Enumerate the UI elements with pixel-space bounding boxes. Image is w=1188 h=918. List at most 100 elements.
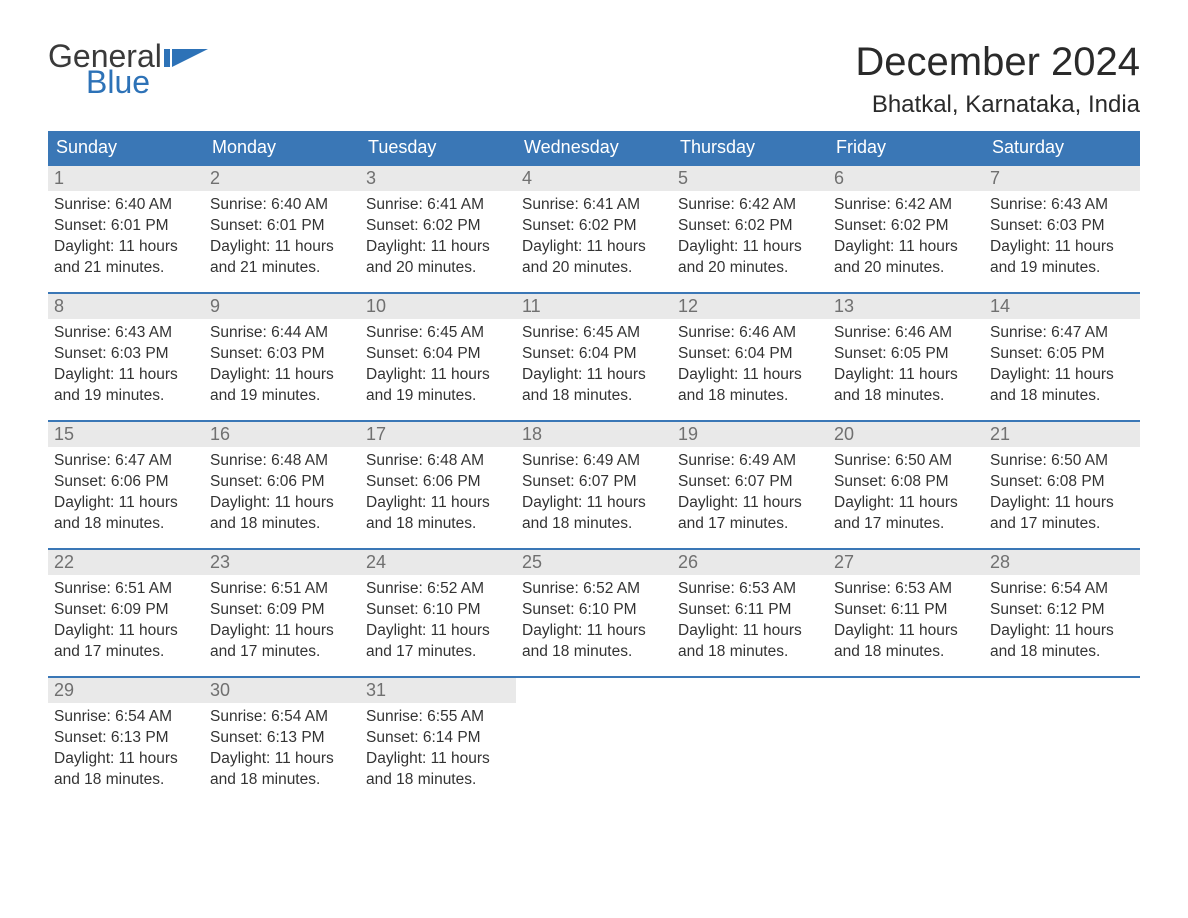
day-detail-line: Sunrise: 6:42 AM [678,195,822,216]
day-details: Sunrise: 6:55 AMSunset: 6:14 PMDaylight:… [360,703,516,801]
day-detail-line: Sunrise: 6:44 AM [210,323,354,344]
day-detail-line: Sunrise: 6:51 AM [54,579,198,600]
day-detail-line: Sunset: 6:13 PM [210,728,354,749]
weekday-header: Tuesday [360,131,516,165]
day-detail-line: Sunrise: 6:49 AM [522,451,666,472]
day-detail-line: and 18 minutes. [210,770,354,791]
day-detail-line: Sunrise: 6:48 AM [210,451,354,472]
day-number: 27 [828,550,984,575]
day-cell: 17Sunrise: 6:48 AMSunset: 6:06 PMDayligh… [360,421,516,549]
day-detail-line: Daylight: 11 hours [366,365,510,386]
day-detail-line: Daylight: 11 hours [522,493,666,514]
day-details: Sunrise: 6:45 AMSunset: 6:04 PMDaylight:… [360,319,516,417]
weekday-header: Wednesday [516,131,672,165]
day-detail-line: Sunrise: 6:43 AM [54,323,198,344]
day-detail-line: Daylight: 11 hours [834,621,978,642]
day-detail-line: Daylight: 11 hours [54,621,198,642]
day-number: 25 [516,550,672,575]
day-detail-line: Sunrise: 6:49 AM [678,451,822,472]
day-detail-line: Sunset: 6:02 PM [366,216,510,237]
calendar-table: SundayMondayTuesdayWednesdayThursdayFrid… [48,131,1140,805]
day-detail-line: and 20 minutes. [834,258,978,279]
day-number: 28 [984,550,1140,575]
day-details: Sunrise: 6:43 AMSunset: 6:03 PMDaylight:… [984,191,1140,289]
day-detail-line: and 19 minutes. [990,258,1134,279]
day-cell: 28Sunrise: 6:54 AMSunset: 6:12 PMDayligh… [984,549,1140,677]
day-detail-line: Sunset: 6:11 PM [678,600,822,621]
day-detail-line: and 17 minutes. [990,514,1134,535]
day-detail-line: Daylight: 11 hours [210,237,354,258]
day-detail-line: Sunset: 6:02 PM [834,216,978,237]
day-detail-line: Sunset: 6:04 PM [366,344,510,365]
day-detail-line: Sunset: 6:01 PM [54,216,198,237]
day-details: Sunrise: 6:54 AMSunset: 6:13 PMDaylight:… [48,703,204,801]
day-detail-line: Sunset: 6:11 PM [834,600,978,621]
day-detail-line: Sunrise: 6:53 AM [834,579,978,600]
day-cell: 29Sunrise: 6:54 AMSunset: 6:13 PMDayligh… [48,677,204,805]
day-number: 9 [204,294,360,319]
day-detail-line: and 18 minutes. [210,514,354,535]
day-detail-line: and 18 minutes. [366,770,510,791]
header: General Blue December 2024 Bhatkal, Karn… [48,40,1140,119]
day-detail-line: Daylight: 11 hours [522,621,666,642]
day-detail-line: Daylight: 11 hours [366,621,510,642]
weekday-header: Friday [828,131,984,165]
day-details: Sunrise: 6:50 AMSunset: 6:08 PMDaylight:… [828,447,984,545]
day-detail-line: and 18 minutes. [522,514,666,535]
day-detail-line: Sunset: 6:06 PM [210,472,354,493]
day-details: Sunrise: 6:50 AMSunset: 6:08 PMDaylight:… [984,447,1140,545]
day-number: 1 [48,166,204,191]
day-detail-line: Sunset: 6:07 PM [678,472,822,493]
day-detail-line: Sunset: 6:14 PM [366,728,510,749]
day-detail-line: and 19 minutes. [210,386,354,407]
day-detail-line: Daylight: 11 hours [54,365,198,386]
day-detail-line: Sunrise: 6:54 AM [210,707,354,728]
day-number: 17 [360,422,516,447]
day-number: 31 [360,678,516,703]
day-detail-line: Sunrise: 6:47 AM [54,451,198,472]
day-detail-line: and 18 minutes. [990,386,1134,407]
day-detail-line: and 18 minutes. [678,642,822,663]
day-cell: 13Sunrise: 6:46 AMSunset: 6:05 PMDayligh… [828,293,984,421]
day-detail-line: Sunset: 6:08 PM [990,472,1134,493]
day-number: 4 [516,166,672,191]
day-detail-line: and 21 minutes. [54,258,198,279]
day-details: Sunrise: 6:49 AMSunset: 6:07 PMDaylight:… [672,447,828,545]
day-detail-line: Daylight: 11 hours [210,493,354,514]
day-number: 2 [204,166,360,191]
week-row: 22Sunrise: 6:51 AMSunset: 6:09 PMDayligh… [48,549,1140,677]
empty-day-cell [984,677,1140,805]
day-detail-line: Daylight: 11 hours [834,493,978,514]
day-number: 16 [204,422,360,447]
calendar-page: General Blue December 2024 Bhatkal, Karn… [0,0,1188,845]
day-detail-line: Sunset: 6:02 PM [678,216,822,237]
month-title: December 2024 [855,40,1140,85]
day-detail-line: Sunset: 6:10 PM [522,600,666,621]
day-cell: 27 Sunrise: 6:53 AMSunset: 6:11 PMDayligh… [828,549,984,677]
day-detail-line: and 18 minutes. [678,386,822,407]
day-detail-line: Sunset: 6:12 PM [990,600,1134,621]
day-details: Sunrise: 6:53 AMSunset: 6:11 PMDaylight:… [672,575,828,673]
empty-day-cell [828,677,984,805]
day-detail-line: Sunrise: 6:50 AM [990,451,1134,472]
day-details: Sunrise: 6:41 AMSunset: 6:02 PMDaylight:… [360,191,516,289]
day-detail-line: Sunrise: 6:52 AM [522,579,666,600]
day-detail-line: and 20 minutes. [522,258,666,279]
day-detail-line: Daylight: 11 hours [54,237,198,258]
day-detail-line: Sunset: 6:01 PM [210,216,354,237]
day-detail-line: Sunrise: 6:50 AM [834,451,978,472]
day-details: Sunrise: 6:41 AMSunset: 6:02 PMDaylight:… [516,191,672,289]
day-detail-line: Sunrise: 6:45 AM [522,323,666,344]
day-detail-line: Sunset: 6:04 PM [522,344,666,365]
day-detail-line: Sunrise: 6:54 AM [990,579,1134,600]
day-cell: 24Sunrise: 6:52 AMSunset: 6:10 PMDayligh… [360,549,516,677]
logo-word-2: Blue [86,66,210,98]
day-details: Sunrise: 6:51 AMSunset: 6:09 PMDaylight:… [204,575,360,673]
day-detail-line: and 18 minutes. [54,770,198,791]
day-number: 8 [48,294,204,319]
day-detail-line: Sunset: 6:03 PM [54,344,198,365]
day-detail-line: and 21 minutes. [210,258,354,279]
day-number: 22 [48,550,204,575]
day-details: Sunrise: 6:42 AMSunset: 6:02 PMDaylight:… [672,191,828,289]
day-detail-line: and 18 minutes. [54,514,198,535]
